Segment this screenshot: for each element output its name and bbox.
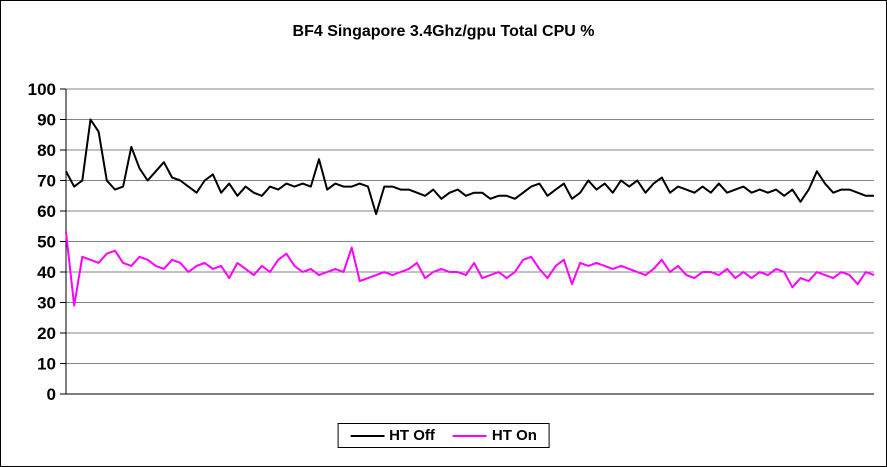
legend-entry-ht-on: HT On — [452, 427, 537, 444]
ht-on-line-icon — [452, 434, 487, 437]
series-line-ht-off — [65, 118, 874, 216]
y-tick-label: 70 — [37, 172, 56, 191]
y-tick-label: 30 — [37, 294, 56, 313]
y-tick-label: 40 — [37, 263, 56, 282]
ht-off-line-icon — [350, 434, 385, 437]
y-tick-label: 20 — [37, 324, 56, 343]
y-tick-label: 0 — [47, 385, 56, 404]
legend-label-ht-on: HT On — [491, 427, 537, 444]
series-line-ht-on — [65, 232, 875, 307]
legend-label-ht-off: HT Off — [389, 427, 435, 444]
y-tick-label: 60 — [37, 202, 56, 221]
y-tick-label: 10 — [37, 355, 56, 374]
legend: HT Off HT On — [337, 423, 550, 448]
y-tick-label: 80 — [37, 141, 56, 160]
legend-entry-ht-off: HT Off — [350, 427, 435, 444]
chart-title: BF4 Singapore 3.4Ghz/gpu Total CPU % — [292, 23, 595, 40]
y-tick-label: 90 — [37, 111, 56, 130]
y-tick-label: 100 — [28, 80, 56, 99]
y-tick-label: 50 — [37, 233, 56, 252]
